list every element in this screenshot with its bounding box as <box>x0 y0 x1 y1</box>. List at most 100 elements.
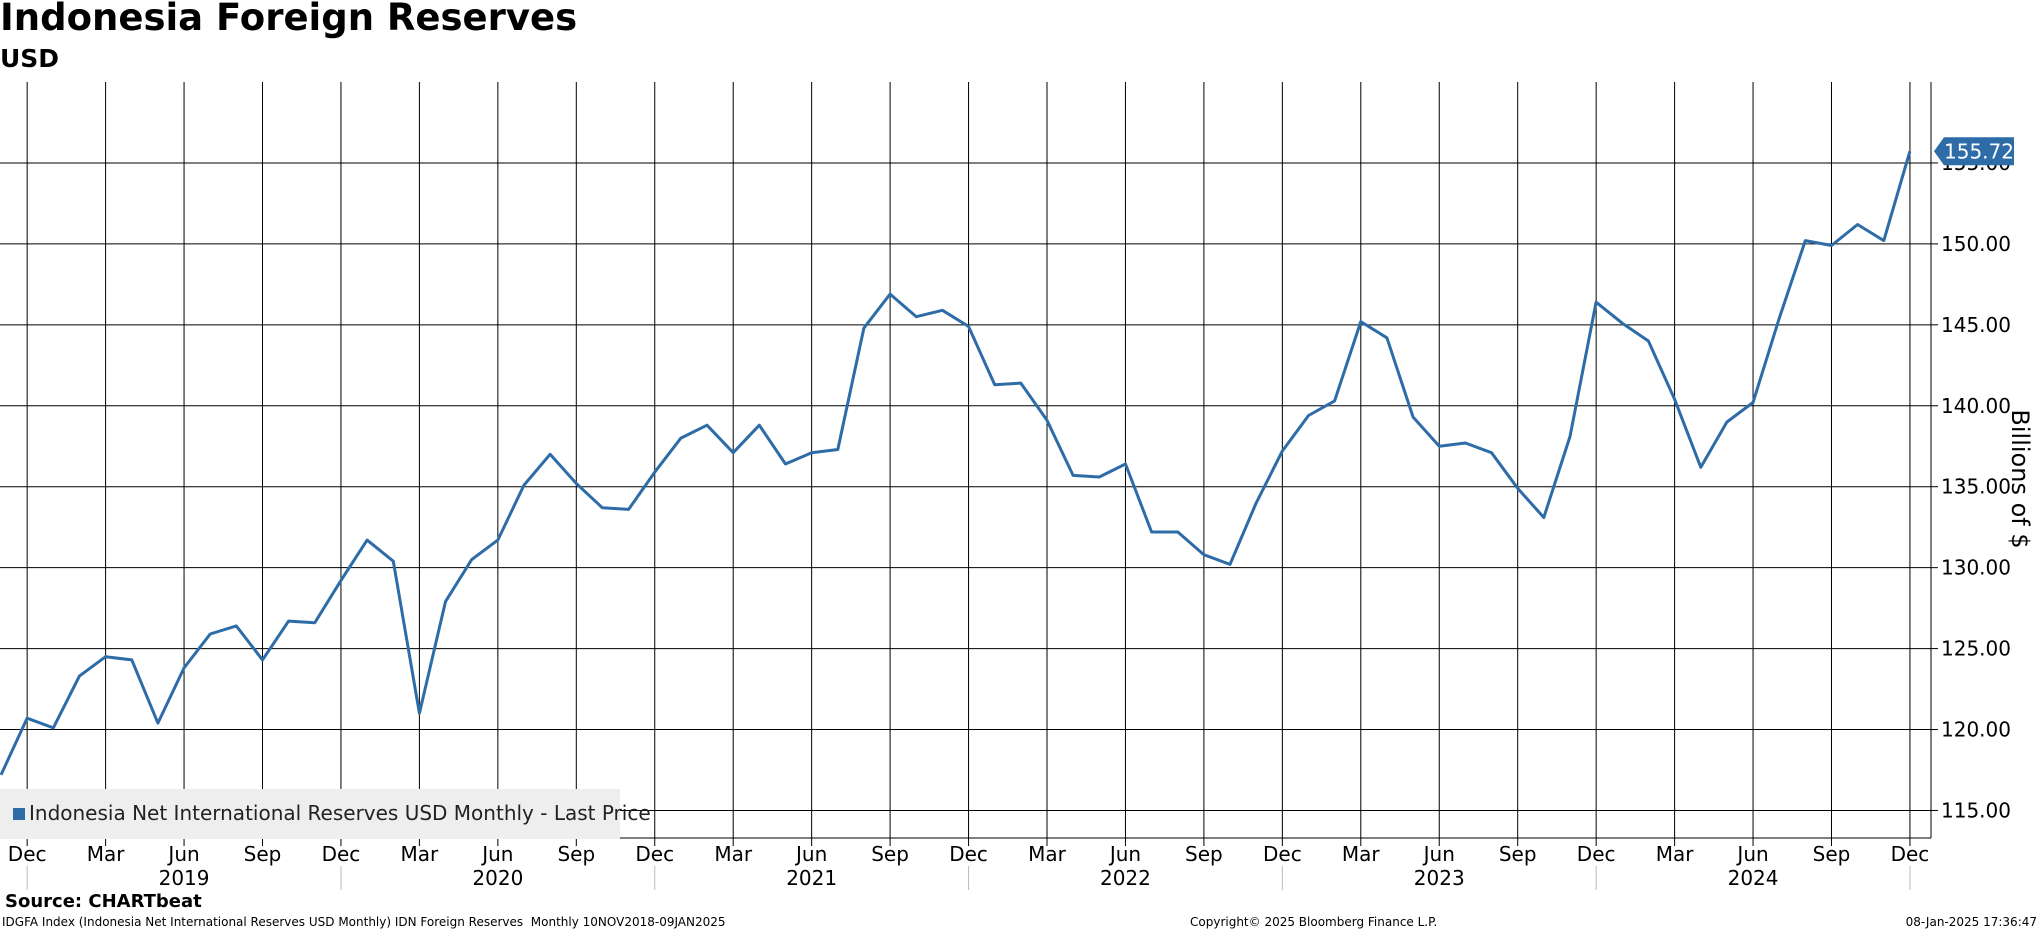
y-tick-label: 125.00 <box>1941 637 2011 661</box>
data-point <box>52 726 55 729</box>
data-point <box>1385 336 1388 339</box>
chart-legend: Indonesia Net International Reserves USD… <box>0 789 651 839</box>
data-point <box>1856 223 1859 226</box>
data-point <box>470 558 473 561</box>
footer-copyright: Copyright© 2025 Bloomberg Finance L.P. <box>1190 915 1438 929</box>
data-point <box>1647 340 1650 343</box>
data-point <box>1359 320 1362 323</box>
x-tick-label: Mar <box>714 842 753 866</box>
last-price-label: 155.72 <box>1944 139 2014 163</box>
data-point <box>523 484 526 487</box>
x-tick-label: Sep <box>1185 842 1223 866</box>
data-point <box>941 309 944 312</box>
data-point <box>575 482 578 485</box>
data-point <box>993 383 996 386</box>
data-point <box>1281 450 1284 453</box>
data-point <box>1464 442 1467 445</box>
data-point <box>679 437 682 440</box>
x-tick-label: Mar <box>1656 842 1695 866</box>
data-point <box>1542 516 1545 519</box>
data-point <box>1124 463 1127 466</box>
data-point <box>1673 398 1676 401</box>
data-point <box>1699 466 1702 469</box>
y-tick-label: 150.00 <box>1941 232 2011 256</box>
data-point <box>1830 244 1833 247</box>
data-point <box>1176 531 1179 534</box>
data-point <box>1098 475 1101 478</box>
source-note: Source: CHARTbeat <box>5 891 202 912</box>
x-tick-label: Mar <box>87 842 126 866</box>
data-point <box>601 506 604 509</box>
data-point <box>78 675 81 678</box>
data-point <box>26 717 29 720</box>
x-tick-label: Jun <box>480 842 513 866</box>
year-label: 2020 <box>472 866 523 890</box>
x-tick-label: Dec <box>1263 842 1302 866</box>
series-line <box>0 150 1912 776</box>
x-tick-label: Mar <box>1028 842 1067 866</box>
data-point <box>810 451 813 454</box>
x-tick-label: Sep <box>1813 842 1851 866</box>
data-point <box>1255 501 1258 504</box>
year-label: 2022 <box>1100 866 1151 890</box>
chart-title: Indonesia Foreign Reserves <box>0 0 578 39</box>
data-point <box>496 539 499 542</box>
x-tick-label: Sep <box>871 842 909 866</box>
year-label: 2019 <box>159 866 210 890</box>
data-point <box>549 453 552 456</box>
data-point <box>1882 239 1885 242</box>
x-tick-label: Dec <box>635 842 674 866</box>
data-point <box>627 508 630 511</box>
data-point <box>1229 563 1232 566</box>
data-point <box>1046 419 1049 422</box>
x-tick-label: Dec <box>949 842 988 866</box>
data-point <box>418 712 421 715</box>
data-point <box>1516 487 1519 490</box>
data-point <box>1150 531 1153 534</box>
data-point <box>1438 445 1441 448</box>
data-point <box>1307 414 1310 417</box>
data-point <box>313 621 316 624</box>
x-tick-label: Jun <box>1108 842 1141 866</box>
y-tick-label: 135.00 <box>1941 475 2011 499</box>
x-tick-label: Jun <box>1735 842 1768 866</box>
data-point <box>156 722 159 725</box>
data-point <box>915 315 918 318</box>
year-label: 2021 <box>786 866 837 890</box>
data-point <box>339 579 342 582</box>
x-tick-label: Mar <box>1342 842 1381 866</box>
data-point <box>444 600 447 603</box>
data-point <box>1908 150 1911 153</box>
x-tick-label: Sep <box>1499 842 1537 866</box>
x-tick-label: Dec <box>322 842 361 866</box>
footer-description: IDGFA Index (Indonesia Net International… <box>2 915 726 929</box>
data-point <box>287 620 290 623</box>
data-point <box>1202 553 1205 556</box>
year-label: 2023 <box>1414 866 1465 890</box>
data-point <box>1569 435 1572 438</box>
x-tick-label: Sep <box>557 842 595 866</box>
data-point <box>1072 474 1075 477</box>
x-tick-label: Dec <box>1891 842 1930 866</box>
y-tick-label: 140.00 <box>1941 394 2011 418</box>
data-point <box>1804 239 1807 242</box>
data-point <box>1333 399 1336 402</box>
data-point <box>706 424 709 427</box>
data-point <box>889 293 892 296</box>
data-point <box>967 325 970 328</box>
x-tick-label: Jun <box>166 842 199 866</box>
data-point <box>261 658 264 661</box>
legend-label: Indonesia Net International Reserves USD… <box>29 801 651 825</box>
x-tick-label: Jun <box>794 842 827 866</box>
data-point <box>758 424 761 427</box>
data-point <box>1595 301 1598 304</box>
data-point <box>784 463 787 466</box>
x-tick-label: Mar <box>401 842 440 866</box>
data-point <box>1490 451 1493 454</box>
y-tick-label: 120.00 <box>1941 718 2011 742</box>
data-point <box>366 539 369 542</box>
legend-swatch-icon <box>13 808 25 820</box>
data-point <box>732 451 735 454</box>
data-point <box>209 633 212 636</box>
